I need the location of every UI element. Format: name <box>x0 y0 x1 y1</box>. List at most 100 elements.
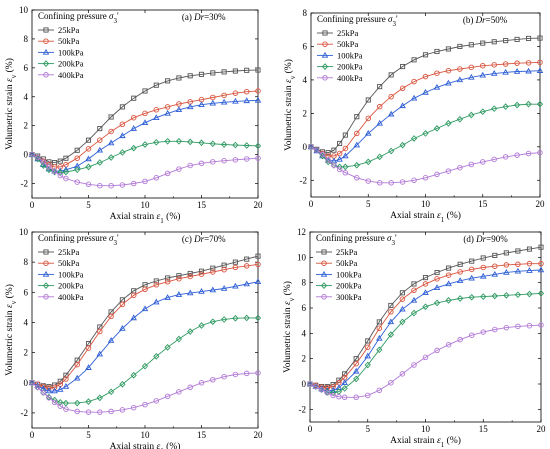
data-point <box>119 301 126 308</box>
data-point <box>456 277 464 284</box>
data-point <box>399 85 406 92</box>
data-point <box>337 140 343 147</box>
data-point <box>336 155 343 162</box>
data-point <box>176 166 182 172</box>
data-point <box>538 322 544 328</box>
data-point <box>108 408 114 415</box>
data-point <box>365 344 371 351</box>
data-point <box>433 125 441 132</box>
data-point <box>469 258 475 264</box>
data-point <box>422 130 429 137</box>
legend-marker <box>42 270 50 277</box>
data-point <box>198 268 205 274</box>
y-tick-label: 8 <box>24 34 29 44</box>
series-400kPa <box>308 144 543 186</box>
data-point <box>526 260 533 267</box>
data-point <box>175 106 183 113</box>
data-point <box>411 177 417 184</box>
y-tick-label: 10 <box>297 252 307 262</box>
data-point <box>210 377 216 383</box>
data-point <box>399 318 406 326</box>
legend-entry-label: 200kPa <box>58 281 84 291</box>
data-point <box>153 298 160 305</box>
series-50kPa <box>29 88 261 170</box>
data-point <box>254 314 262 322</box>
data-point <box>165 275 171 281</box>
data-point <box>28 379 36 386</box>
data-point <box>107 337 115 343</box>
data-point <box>352 367 360 374</box>
series-line <box>31 69 259 164</box>
x-axis-label: Axial strain ε1 (%) <box>390 210 461 224</box>
y-axis-label: Volumetric strain εv (%) <box>283 59 297 151</box>
legend-entry-label: 400kPa <box>337 73 363 83</box>
data-point <box>130 314 137 321</box>
data-point <box>130 125 137 131</box>
x-tick-label: 20 <box>254 430 264 440</box>
data-point <box>63 372 69 378</box>
legend-marker <box>42 48 50 55</box>
data-point <box>232 157 239 163</box>
data-point <box>480 159 486 165</box>
series-400kPa <box>29 151 261 189</box>
data-point <box>29 380 35 386</box>
data-point <box>164 294 171 300</box>
data-point <box>525 150 532 157</box>
legend-marker <box>42 60 50 67</box>
data-point <box>97 137 103 143</box>
data-point <box>353 394 359 401</box>
data-point <box>107 139 115 146</box>
data-point <box>187 162 193 169</box>
x-tick-label: 0 <box>309 199 314 209</box>
data-point <box>255 261 261 268</box>
data-point <box>187 328 194 335</box>
data-point <box>365 392 371 399</box>
data-point <box>503 291 510 299</box>
y-tick-label: 0 <box>302 379 307 389</box>
legend-marker <box>322 75 328 81</box>
data-point <box>187 384 193 391</box>
data-point <box>433 299 441 307</box>
data-point <box>480 264 487 271</box>
data-point <box>40 389 47 396</box>
data-point <box>491 105 498 113</box>
data-point <box>411 57 417 63</box>
y-axis-label: Volumetric strain εv (%) <box>4 58 18 150</box>
data-point <box>411 287 417 294</box>
y-tick-label: 4 <box>24 92 29 102</box>
data-point <box>97 409 103 415</box>
x-tick-label: 5 <box>366 199 371 209</box>
data-point <box>165 78 171 84</box>
x-tick-label: 20 <box>537 424 547 434</box>
data-point <box>354 130 360 137</box>
data-point <box>376 319 382 325</box>
data-point <box>468 293 475 301</box>
data-point <box>85 345 92 351</box>
data-point <box>119 324 126 331</box>
data-point <box>63 175 69 182</box>
x-tick-label: 0 <box>30 200 35 210</box>
data-point <box>164 137 171 145</box>
legend-marker <box>43 38 49 44</box>
legend-entry-label: 50kPa <box>337 39 358 49</box>
data-point <box>502 61 509 67</box>
data-point <box>422 275 429 281</box>
data-point <box>411 78 417 85</box>
data-point <box>387 318 395 325</box>
data-point <box>376 387 383 394</box>
y-axis-label: Volumetric strain εv (%) <box>4 284 18 376</box>
legend-entry-label: 400kPa <box>58 70 84 80</box>
data-point <box>74 361 80 368</box>
legend-marker <box>321 294 327 300</box>
legend-title: Confining pressure σ3' <box>38 233 119 247</box>
data-point <box>479 71 487 78</box>
data-point <box>325 158 332 166</box>
data-point <box>74 408 80 415</box>
data-point <box>514 36 520 42</box>
x-tick-label: 20 <box>254 200 264 210</box>
data-point <box>492 263 498 269</box>
